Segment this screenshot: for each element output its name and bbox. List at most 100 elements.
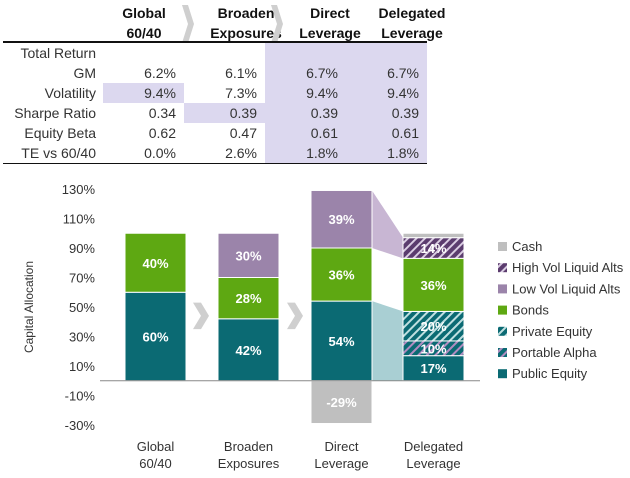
data-label: 10%	[420, 341, 446, 356]
bar-segment-bonds	[310, 247, 373, 302]
table-cell: 0.39	[229, 105, 257, 121]
x-tick-label: 60/40	[139, 456, 172, 471]
data-label: 54%	[328, 334, 354, 349]
x-tick-label: Global	[137, 439, 175, 454]
connector-alts	[372, 190, 403, 259]
bar-segment-public-equity	[402, 355, 465, 382]
data-label: -29%	[326, 395, 357, 410]
bar-segment-low-vol-liquid-alts	[217, 232, 280, 278]
table-top-rule	[3, 41, 427, 43]
y-tick-label: 10%	[69, 359, 95, 374]
data-label: 60%	[142, 330, 168, 345]
y-tick-label: 50%	[69, 300, 95, 315]
x-tick-label: Exposures	[218, 456, 280, 471]
legend-swatch	[498, 348, 507, 357]
column-header-line: Broaden	[217, 5, 275, 21]
x-tick-label: Delegated	[404, 439, 463, 454]
row-label: Volatility	[44, 85, 96, 101]
table-cell: 0.62	[148, 125, 176, 141]
data-label: 36%	[420, 278, 446, 293]
column-header-line: Exposures	[210, 25, 282, 41]
column-header: Delegated Leverage	[362, 3, 462, 43]
table-cell: 0.61	[310, 125, 338, 141]
column-header-line: Direct	[310, 5, 350, 21]
table-cell: 0.34	[148, 105, 176, 121]
bar-segment-public-equity	[124, 291, 187, 382]
table-cell: 1.8%	[306, 145, 338, 161]
column-header-line: Leverage	[299, 25, 361, 41]
table-cell: 6.7%	[387, 65, 419, 81]
highlight-sharpe	[184, 103, 265, 123]
arrow-chevron-icon	[287, 302, 303, 330]
row-label: Total Return	[20, 45, 96, 61]
column-header-line: Leverage	[381, 25, 443, 41]
connector-equity	[372, 301, 403, 381]
arrow-chevron-icon	[271, 5, 283, 43]
row-label: TE vs 60/40	[21, 145, 96, 161]
table-cell: 0.47	[229, 125, 257, 141]
data-label: 17%	[420, 361, 446, 376]
column-header-line: 60/40	[126, 25, 162, 41]
bar-segment-cash	[310, 380, 373, 425]
x-tick-label: Direct	[325, 439, 359, 454]
highlight-leverage	[265, 43, 427, 163]
data-label: 28%	[235, 291, 261, 306]
row-label: Sharpe Ratio	[14, 105, 96, 121]
row-label: GM	[73, 65, 96, 81]
y-tick-label: 90%	[69, 241, 95, 256]
legend-label: Public Equity	[512, 366, 588, 381]
row-label: Equity Beta	[24, 125, 96, 141]
bar-segment-bonds	[124, 232, 187, 293]
table-cell: 7.3%	[225, 85, 257, 101]
legend-swatch	[498, 305, 507, 315]
y-tick-label: -30%	[65, 418, 96, 433]
data-label: 40%	[142, 256, 168, 271]
legend-swatch	[498, 284, 507, 294]
column-header-line: Delegated	[378, 5, 446, 21]
arrow-chevron-icon	[193, 302, 209, 330]
y-axis-title: Capital Allocation	[22, 261, 36, 353]
bar-segment-private-equity	[402, 310, 465, 342]
table-cell: 2.6%	[225, 145, 257, 161]
table-cell: 0.39	[310, 105, 338, 121]
column-header: Direct Leverage	[280, 3, 380, 43]
x-tick-label: Leverage	[406, 456, 460, 471]
legend-swatch	[498, 326, 507, 336]
data-label: 20%	[420, 319, 446, 334]
highlight-volatility	[103, 83, 184, 103]
table-cell: 6.7%	[306, 65, 338, 81]
column-header: Global 60/40	[94, 3, 194, 43]
arrow-chevron-icon	[182, 5, 194, 43]
table-cell: 0.0%	[144, 145, 176, 161]
data-label: 30%	[235, 248, 261, 263]
y-tick-label: 30%	[69, 330, 95, 345]
x-tick-label: Broaden	[224, 439, 273, 454]
table-cell: 6.1%	[225, 65, 257, 81]
legend-swatch	[498, 369, 507, 379]
bar-segment-cash	[402, 232, 465, 239]
table-cell: 9.4%	[306, 85, 338, 101]
bar-segment-public-equity	[217, 318, 280, 382]
legend-label: Low Vol Liquid Alts	[512, 281, 621, 296]
table-cell: 0.39	[391, 105, 419, 121]
data-label: 42%	[235, 343, 261, 358]
table-cell: 9.4%	[144, 85, 176, 101]
table-cell: 9.4%	[387, 85, 419, 101]
bar-segment-bonds	[217, 277, 280, 320]
legend-label: Bonds	[512, 303, 549, 318]
bar-segment-low-vol-liquid-alts	[310, 189, 373, 249]
legend-label: Cash	[512, 239, 542, 254]
bar-segment-public-equity	[310, 300, 373, 382]
data-label: 36%	[328, 268, 354, 283]
table-cell: 1.8%	[387, 145, 419, 161]
table-cell: 0.61	[391, 125, 419, 141]
bar-segment-bonds	[402, 257, 465, 312]
legend-swatch	[498, 263, 507, 273]
data-label: 14%	[420, 241, 446, 256]
table-bottom-rule	[3, 163, 427, 164]
y-tick-label: -10%	[65, 389, 96, 404]
column-header-line: Global	[122, 5, 166, 21]
y-tick-label: 110%	[63, 212, 96, 227]
